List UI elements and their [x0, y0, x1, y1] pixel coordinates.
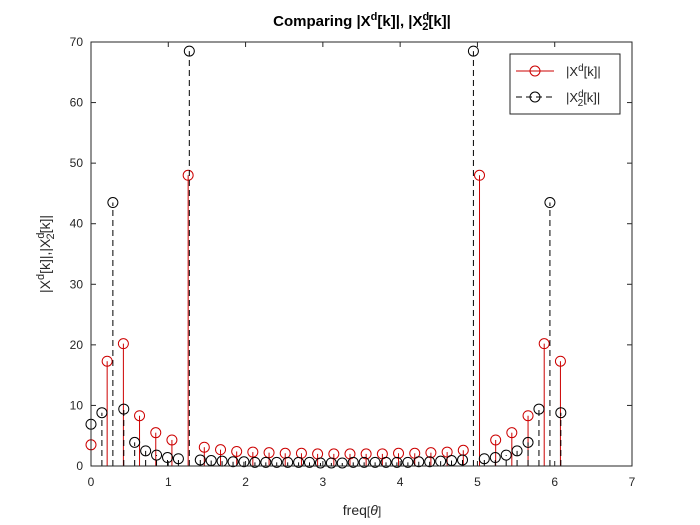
- legend-marker-2: [529, 91, 541, 103]
- stem-marker: [282, 456, 294, 468]
- x-tick-label: 0: [88, 475, 95, 489]
- stem-marker: [511, 445, 523, 457]
- stem-marker: [117, 338, 129, 350]
- y-tick-label: 60: [70, 96, 84, 110]
- stem-marker: [129, 436, 141, 448]
- stem-marker: [183, 45, 195, 57]
- series-layer: [85, 45, 567, 469]
- stem-marker: [166, 434, 178, 446]
- stem-marker: [347, 456, 359, 468]
- y-tick-label: 20: [70, 338, 84, 352]
- stem-marker: [140, 445, 152, 457]
- stem-marker: [227, 456, 239, 468]
- y-tick-label: 70: [70, 35, 84, 49]
- stem-marker: [151, 449, 163, 461]
- stem-marker: [402, 456, 414, 468]
- stem-marker: [413, 456, 425, 468]
- x-tick-label: 6: [551, 475, 558, 489]
- stem-marker: [231, 445, 243, 457]
- stem-marker: [198, 441, 210, 453]
- y-tick-label: 40: [70, 217, 84, 231]
- stem-marker: [490, 434, 502, 446]
- legend-label-1: |Xd[k]|: [566, 63, 601, 79]
- stem-marker: [522, 436, 534, 448]
- x-tick-label: 3: [320, 475, 327, 489]
- stem-marker: [360, 448, 372, 460]
- stem-marker: [506, 427, 518, 439]
- stem-marker: [134, 410, 146, 422]
- x-tick-label: 2: [242, 475, 249, 489]
- stem-marker: [457, 454, 469, 466]
- stem-marker: [533, 403, 545, 415]
- stem-marker: [107, 197, 119, 209]
- stem-marker: [522, 410, 534, 422]
- y-axis-ticks: 0 10 20 30 40 50 60 70: [70, 35, 632, 473]
- stem-marker: [172, 453, 184, 465]
- stem-marker: [380, 456, 392, 468]
- stem-marker: [555, 407, 567, 419]
- stem-marker: [96, 407, 108, 419]
- stem-marker: [314, 457, 326, 469]
- stem-marker: [263, 447, 275, 459]
- stem-marker: [182, 169, 194, 181]
- y-tick-label: 10: [70, 398, 84, 412]
- y-axis-label: |Xd[k]|,|Xd2[k]|: [35, 215, 57, 293]
- stem-marker: [369, 456, 381, 468]
- stem-marker: [393, 447, 405, 459]
- stem-marker: [101, 355, 113, 367]
- x-axis-ticks: 0 1 2 3 4 5 6 7: [88, 42, 636, 489]
- stem-marker: [260, 456, 272, 468]
- x-tick-label: 4: [397, 475, 404, 489]
- stem-marker: [325, 457, 337, 469]
- axes-box: [90, 41, 633, 467]
- legend-entry-1: |Xd[k]|: [516, 63, 601, 79]
- legend-entry-2: |Xd 2[k]|: [516, 89, 600, 109]
- stem-marker: [425, 447, 437, 459]
- x-tick-label: 7: [629, 475, 636, 489]
- stem-marker: [500, 449, 512, 461]
- stem-marker: [424, 456, 436, 468]
- x-tick-label: 1: [165, 475, 172, 489]
- stem-marker: [247, 446, 259, 458]
- stem-marker: [194, 454, 206, 466]
- chart-title: Comparing |Xd[k]|, |Xd 2[k]|: [273, 11, 451, 33]
- stem-marker: [474, 169, 486, 181]
- stem-marker: [293, 456, 305, 468]
- stem-marker: [303, 456, 315, 468]
- legend: |Xd[k]| |Xd 2[k]|: [509, 53, 621, 115]
- stem-marker: [271, 456, 283, 468]
- stem-marker: [238, 456, 250, 468]
- stem-marker: [554, 355, 566, 367]
- stem-marker: [249, 456, 261, 468]
- legend-label-2: |Xd 2[k]|: [566, 89, 600, 109]
- stem-marker: [336, 457, 348, 469]
- stem-marker: [538, 338, 550, 350]
- series-2: [85, 45, 567, 469]
- stem-marker: [215, 444, 227, 456]
- y-tick-label: 50: [70, 156, 84, 170]
- stem-marker: [162, 452, 174, 464]
- legend-box: [509, 53, 621, 115]
- stem-marker: [544, 197, 556, 209]
- stem-marker: [489, 452, 501, 464]
- stem-marker: [391, 456, 403, 468]
- stem-marker: [118, 403, 130, 415]
- x-axis-label: freq[θ]: [343, 502, 381, 518]
- stem-marker: [478, 453, 490, 465]
- stem-marker: [467, 45, 479, 57]
- stem-marker: [358, 456, 370, 468]
- stem-marker: [150, 427, 162, 439]
- stem-marker: [441, 446, 453, 458]
- x-tick-label: 5: [474, 475, 481, 489]
- legend-marker-1: [529, 65, 541, 77]
- y-tick-label: 30: [70, 277, 84, 291]
- y-tick-label: 0: [76, 459, 83, 473]
